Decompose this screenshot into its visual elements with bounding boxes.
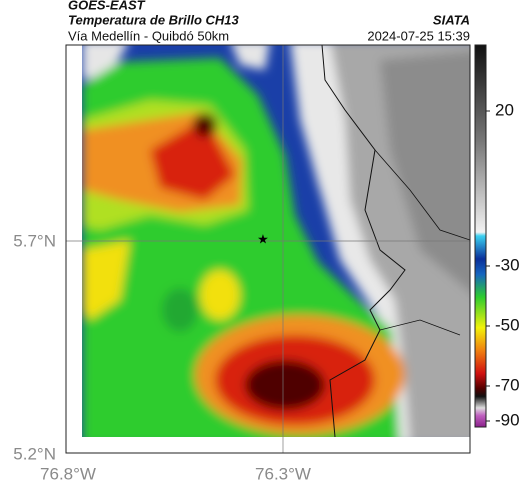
- colorbar-tick-label: -50: [495, 315, 520, 334]
- subtitle: Temperatura de Brillo CH13: [68, 12, 240, 27]
- title: GOES-EAST: [68, 0, 146, 12]
- source: SIATA: [433, 12, 470, 27]
- colorbar-tick-label: 20: [495, 100, 514, 119]
- satellite-image: [82, 45, 470, 437]
- map-frame: [65, 44, 471, 454]
- y-tick-label: 5.7°N: [13, 231, 56, 250]
- timestamp: 2024-07-25 15:39: [367, 28, 470, 43]
- location-marker: ★: [257, 231, 269, 246]
- y-tick-label: 5.2°N: [13, 444, 56, 463]
- colorbar-tick-label: -30: [495, 255, 520, 274]
- colorbar: [474, 44, 487, 428]
- x-tick-label: 76.3°W: [255, 464, 311, 483]
- region: Vía Medellín - Quibdó 50km: [68, 28, 229, 43]
- colorbar-tick-label: -70: [495, 375, 520, 394]
- colorbar-tick-label: -90: [495, 410, 520, 429]
- colorbar-ticks: [486, 110, 490, 422]
- x-tick-label: 76.8°W: [40, 464, 96, 483]
